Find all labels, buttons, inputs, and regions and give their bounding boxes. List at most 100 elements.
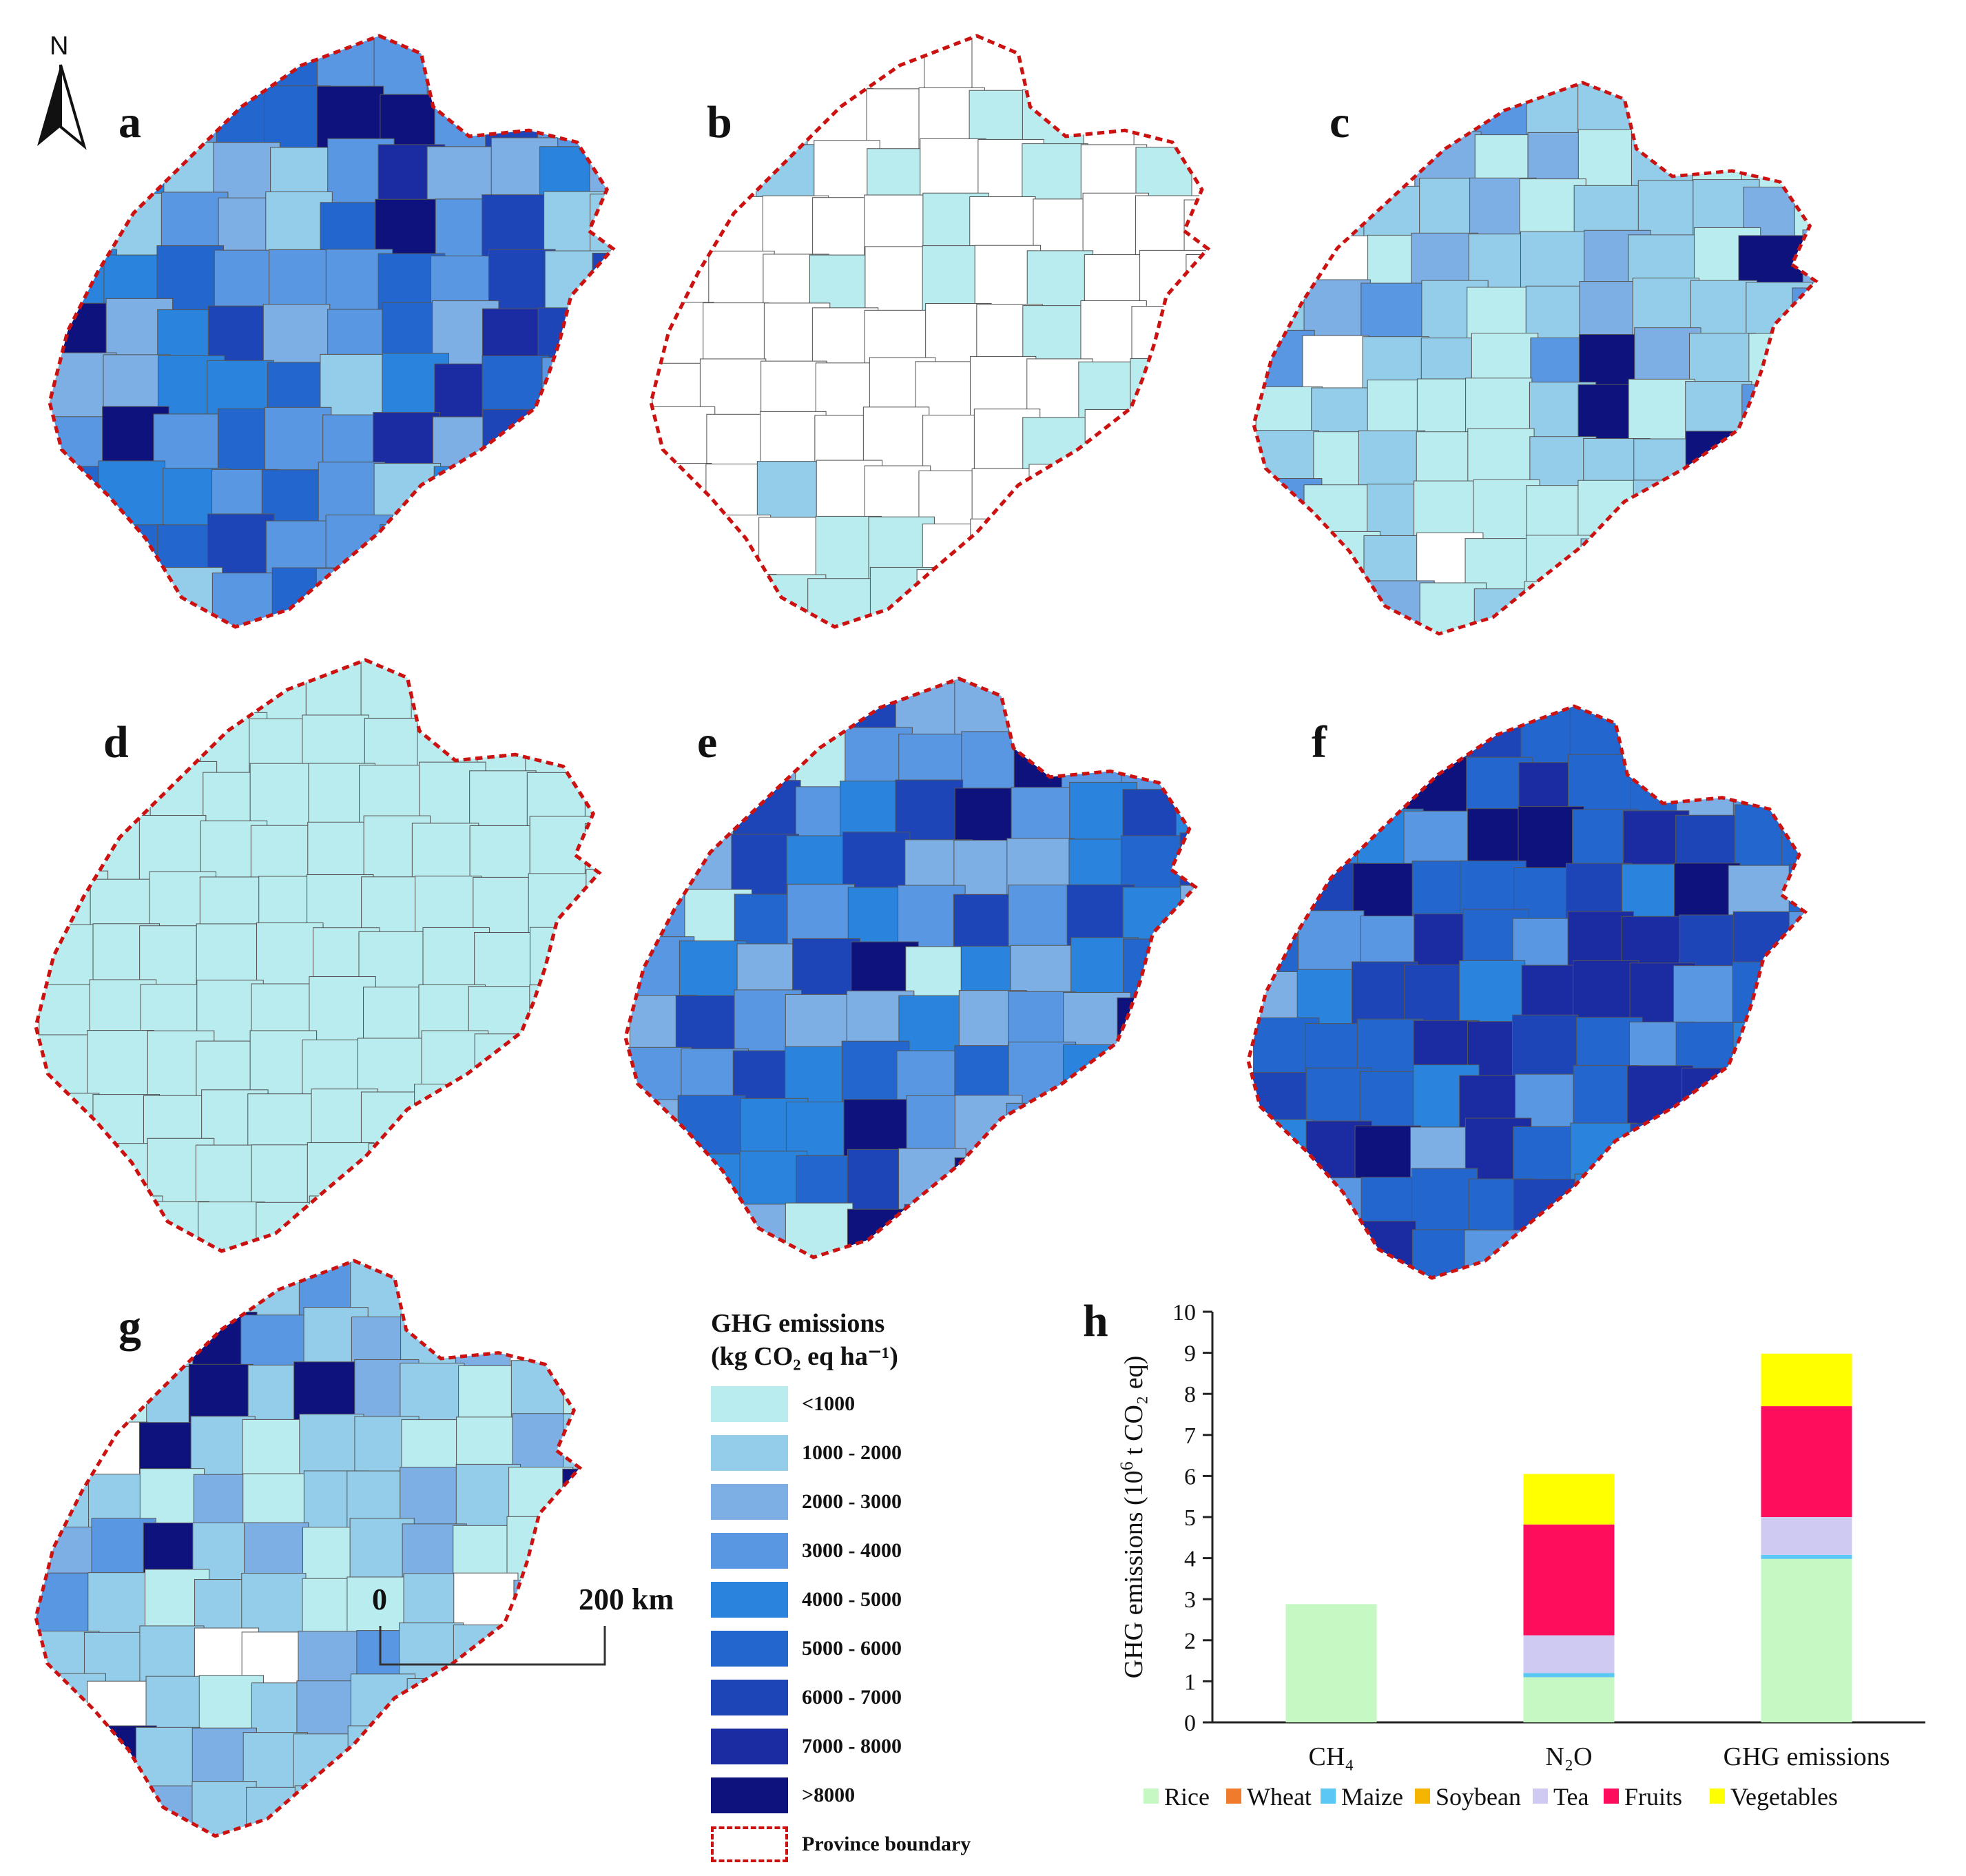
map-e-county xyxy=(630,781,699,847)
legend-swatch xyxy=(711,1729,788,1764)
legend-title-line1: GHG emissions xyxy=(711,1309,885,1338)
map-g-county xyxy=(566,1783,580,1836)
map-e-county xyxy=(1180,1208,1196,1257)
map-a-county xyxy=(271,567,340,627)
map-g-county xyxy=(506,1516,572,1581)
map-g-county xyxy=(36,1572,95,1638)
map-g-county xyxy=(145,1261,210,1320)
map-a-county xyxy=(591,302,613,369)
map-a-county xyxy=(481,36,549,103)
map-g-county xyxy=(557,1524,580,1589)
map-c-county xyxy=(1684,83,1752,144)
panel-letter-d: d xyxy=(103,717,129,767)
map-d-province-boundary xyxy=(34,658,602,1253)
map-b-province-boundary xyxy=(649,34,1211,629)
map-e-county xyxy=(1062,679,1130,742)
map-a-county xyxy=(597,413,613,480)
y-tick-label: 8 xyxy=(1184,1382,1196,1408)
map-a-county xyxy=(490,516,558,583)
map-b-county xyxy=(758,517,825,584)
map-c-county xyxy=(1254,184,1320,247)
chart-legend-label-soybean: Soybean xyxy=(1436,1783,1521,1811)
map-b-county xyxy=(1139,515,1206,581)
map-d-county xyxy=(138,814,207,882)
map-a-county xyxy=(433,519,501,586)
map-a-county xyxy=(426,39,495,106)
map-e-county xyxy=(954,1157,1023,1223)
map-c-county xyxy=(1313,588,1381,634)
map-f-county xyxy=(1511,1014,1579,1079)
map-b-county xyxy=(1183,39,1208,106)
map-e-county xyxy=(1006,1102,1075,1168)
map-e-county xyxy=(1121,679,1190,739)
map-e-county xyxy=(785,1202,853,1257)
legend-swatch xyxy=(711,1680,788,1715)
map-c-county xyxy=(1631,588,1699,634)
map-e-county xyxy=(787,883,856,949)
map-f-county xyxy=(1730,1065,1797,1130)
map-g-county xyxy=(246,1786,311,1836)
y-tick-label: 1 xyxy=(1184,1669,1196,1695)
map-f-county xyxy=(1788,967,1805,1032)
map-g-county xyxy=(82,1784,147,1836)
map-e-county xyxy=(1117,997,1186,1062)
map-d-county xyxy=(527,1199,594,1251)
map-c-county xyxy=(1737,83,1805,143)
map-b-county xyxy=(652,146,719,213)
panel-letter-f: f xyxy=(1312,717,1327,767)
map-b-county xyxy=(701,36,768,97)
map-a-county xyxy=(158,37,226,103)
panel-letter-a: a xyxy=(118,97,141,147)
legend-item-boundary: Province boundary xyxy=(711,1825,971,1864)
legend-item: <1000 xyxy=(711,1385,855,1423)
map-a-county xyxy=(54,148,122,215)
map-g-county xyxy=(294,1785,360,1836)
map-a-county xyxy=(592,252,613,320)
legend-item: >8000 xyxy=(711,1776,855,1815)
map-g-county xyxy=(241,1573,307,1638)
legend-label: <1000 xyxy=(802,1392,856,1415)
map-f-county xyxy=(1296,1222,1363,1278)
map-c-county xyxy=(1802,432,1816,494)
map-f-county xyxy=(1569,1224,1636,1278)
map-d-county xyxy=(415,1140,484,1206)
map-a-county xyxy=(211,573,280,627)
map-a-county xyxy=(591,524,613,590)
map-c-county xyxy=(1743,431,1812,493)
map-d-county xyxy=(368,1143,436,1210)
map-e-county xyxy=(734,679,803,741)
map-g-county xyxy=(354,1780,420,1836)
bar-segment-vegetables xyxy=(1523,1474,1615,1525)
map-e-county xyxy=(1173,728,1196,793)
map-b-county xyxy=(971,36,1038,97)
map-c-county xyxy=(1801,83,1816,141)
map-b-county xyxy=(653,572,720,627)
map-d-county xyxy=(37,660,105,721)
map-e-county xyxy=(1011,1204,1079,1257)
map-c xyxy=(1252,81,1819,636)
map-d-county xyxy=(360,660,428,722)
legend-swatch xyxy=(711,1386,788,1422)
legend-label: 2000 - 3000 xyxy=(802,1490,902,1513)
map-d-county xyxy=(40,1143,108,1210)
bar-segment-maize xyxy=(1523,1673,1615,1678)
map-g-county xyxy=(36,1318,96,1383)
map-a-county xyxy=(539,462,606,529)
map-e-county xyxy=(1008,1147,1077,1213)
map-b-county xyxy=(1190,92,1208,160)
map-b-county xyxy=(1186,353,1208,420)
map-f-county xyxy=(1786,1171,1805,1236)
map-f-county xyxy=(1681,706,1748,768)
map-d-county xyxy=(526,1090,594,1157)
bar-segment-vegetables xyxy=(1761,1353,1852,1407)
map-c-county xyxy=(1744,535,1812,598)
map-e-county xyxy=(625,681,694,746)
map-e-county xyxy=(628,1147,696,1213)
map-f-county xyxy=(1622,1179,1688,1244)
map-g-county xyxy=(36,1359,99,1425)
map-b-county xyxy=(1192,575,1208,627)
map-e-county xyxy=(1173,1151,1196,1216)
map-f-county xyxy=(1250,806,1316,871)
map-b-county xyxy=(975,577,1043,627)
legend-label: 1000 - 2000 xyxy=(802,1441,902,1464)
